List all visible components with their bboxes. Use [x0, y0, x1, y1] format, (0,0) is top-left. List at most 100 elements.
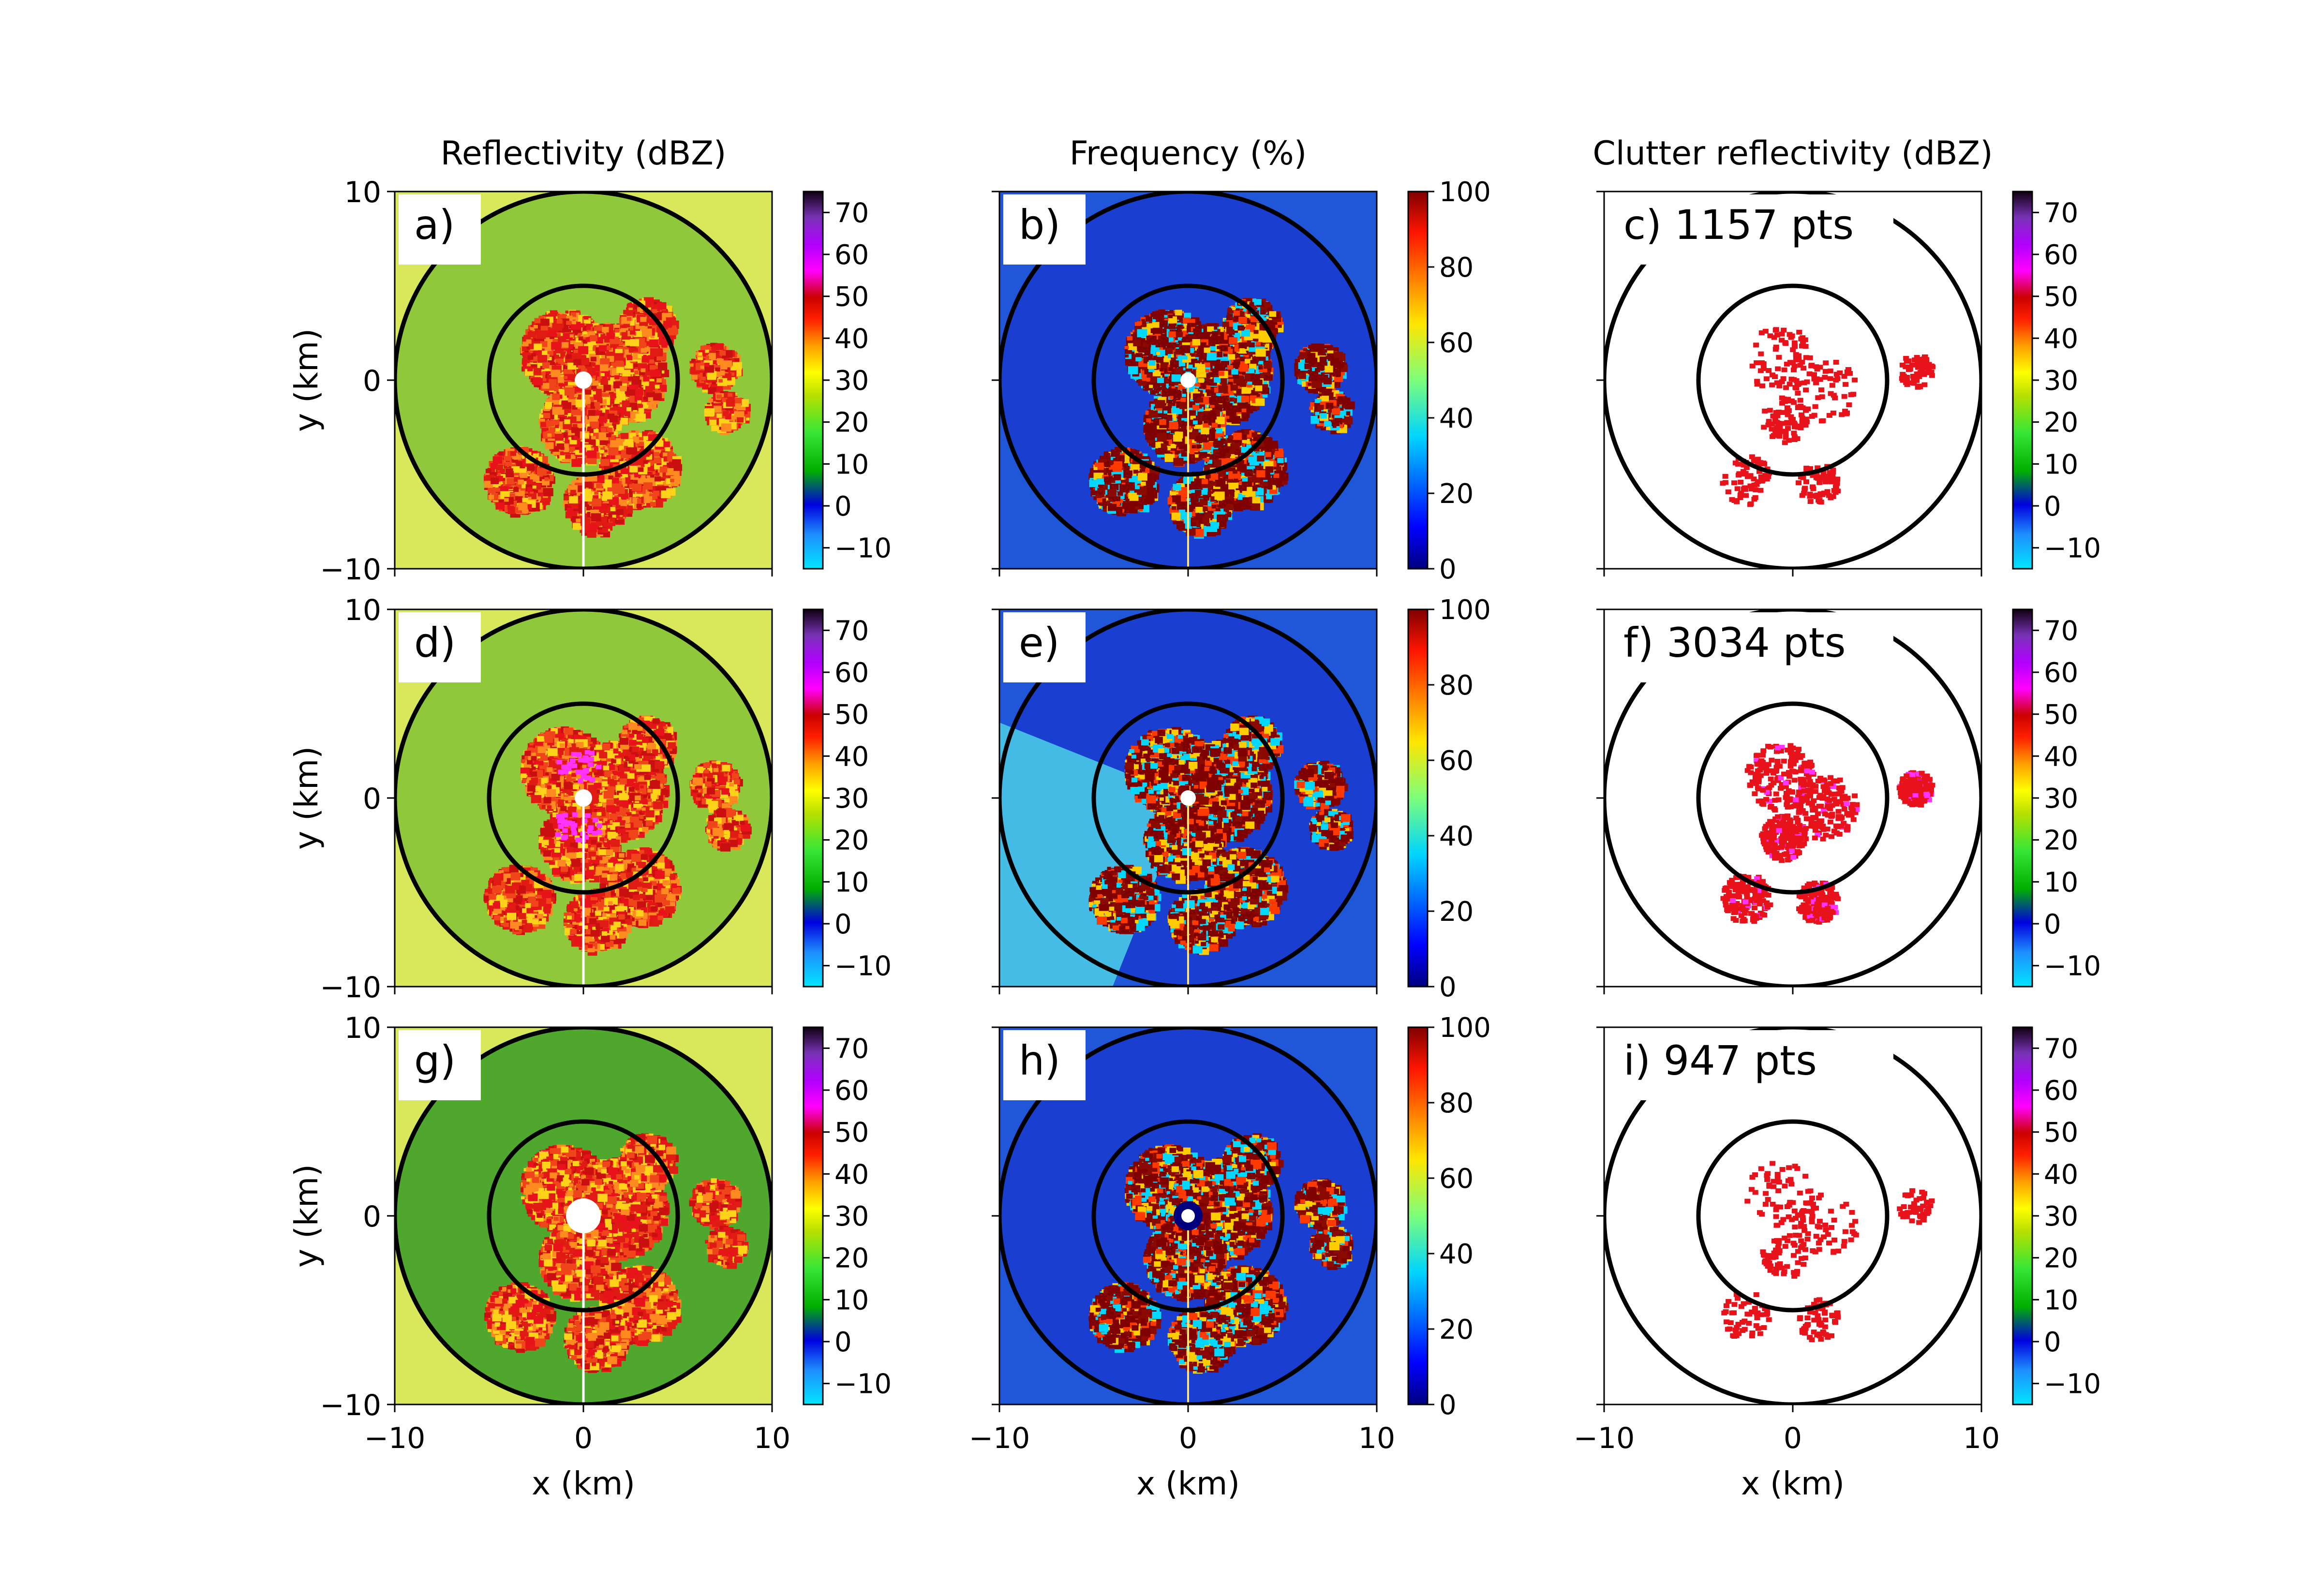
echo-cell — [643, 376, 650, 382]
echo-cell — [634, 395, 643, 402]
echo-cell — [544, 477, 549, 481]
echo-cell — [549, 330, 557, 337]
echo-cell — [643, 482, 653, 490]
echo-cell — [568, 456, 576, 461]
echo-cell — [547, 310, 551, 314]
echo-cell — [485, 469, 491, 473]
echo-cell — [660, 370, 665, 374]
echo-cell — [622, 400, 630, 407]
echo-cell — [643, 460, 648, 464]
echo-cell — [625, 349, 631, 355]
echo-cell — [646, 391, 655, 399]
echo-cell — [543, 413, 551, 418]
echo-cell — [595, 398, 603, 403]
echo-cell — [602, 326, 609, 333]
echo-cell — [534, 343, 542, 351]
echo-cell — [526, 464, 535, 471]
echo-cell — [601, 428, 607, 432]
echo-cell — [533, 325, 538, 329]
echo-cell — [560, 353, 565, 356]
echo-cell — [656, 378, 662, 383]
echo-cell — [532, 485, 536, 489]
echo-cell — [540, 338, 545, 341]
echo-cell — [600, 446, 605, 450]
echo-cell — [610, 440, 619, 447]
echo-cell — [588, 439, 595, 445]
echo-cell — [542, 438, 548, 443]
echo-cell — [650, 369, 660, 377]
echo-cell — [610, 398, 615, 402]
echo-cell — [566, 354, 572, 359]
echo-cell — [513, 488, 519, 492]
echo-cell — [491, 477, 499, 484]
echo-cell — [614, 375, 620, 380]
echo-cell — [586, 367, 593, 373]
echo-cell — [615, 386, 622, 392]
echo-cell — [559, 417, 565, 422]
echo-cell — [655, 499, 663, 505]
echo-cell — [626, 407, 631, 412]
echo-cell — [666, 468, 675, 475]
echo-cell — [591, 375, 596, 380]
echo-cell — [609, 415, 618, 423]
echo-cell — [648, 355, 654, 360]
echo-cell — [492, 456, 503, 464]
echo-cell — [610, 393, 616, 399]
echo-cell — [638, 358, 645, 364]
echo-cell — [545, 312, 551, 317]
echo-cell — [559, 455, 565, 460]
echo-cell — [552, 394, 560, 400]
echo-cell — [603, 384, 611, 391]
echo-cell — [554, 355, 559, 359]
echo-cell — [612, 368, 619, 373]
echo-cell — [599, 364, 609, 371]
echo-cell — [542, 362, 550, 369]
echo-cell — [545, 369, 551, 374]
echo-cell — [521, 346, 529, 352]
echo-cell — [554, 386, 560, 392]
echo-cell — [552, 407, 563, 415]
echo-cell — [576, 369, 581, 373]
echo-cell — [663, 452, 668, 457]
echo-cell — [626, 355, 633, 360]
echo-cell — [600, 458, 610, 466]
echo-cell — [607, 404, 611, 407]
echo-cell — [660, 466, 668, 473]
echo-cell — [588, 331, 595, 337]
echo-cell — [540, 325, 548, 331]
echo-cell — [609, 329, 613, 333]
echo-cell — [585, 389, 592, 395]
echo-cell — [640, 376, 646, 382]
echo-cell — [488, 495, 494, 500]
echo-cell — [568, 408, 574, 413]
echo-cell — [530, 327, 535, 331]
echo-cell — [576, 388, 582, 393]
echo-cell — [600, 358, 610, 367]
echo-cell — [574, 394, 578, 397]
echo-cell — [668, 458, 672, 462]
echo-cell — [592, 427, 596, 430]
echo-cell — [496, 464, 503, 471]
echo-cell — [556, 443, 565, 450]
echo-cell — [547, 433, 552, 437]
echo-cell — [541, 337, 549, 343]
echo-cell — [495, 502, 505, 510]
echo-cell — [633, 376, 640, 382]
echo-cell — [573, 359, 581, 366]
echo-cell — [583, 334, 587, 338]
echo-cell — [536, 331, 546, 339]
echo-cell — [504, 498, 509, 502]
echo-cell — [606, 332, 615, 339]
echo-cell — [615, 455, 621, 459]
echo-cell — [578, 337, 583, 341]
echo-cell — [572, 424, 578, 428]
echo-cell — [655, 390, 661, 396]
echo-cell — [644, 405, 649, 408]
echo-cell — [600, 373, 605, 376]
echo-cell — [615, 360, 624, 367]
echo-cell — [629, 465, 638, 473]
echo-cell — [554, 425, 559, 429]
echo-cell — [616, 367, 625, 373]
echo-cell — [527, 487, 533, 492]
